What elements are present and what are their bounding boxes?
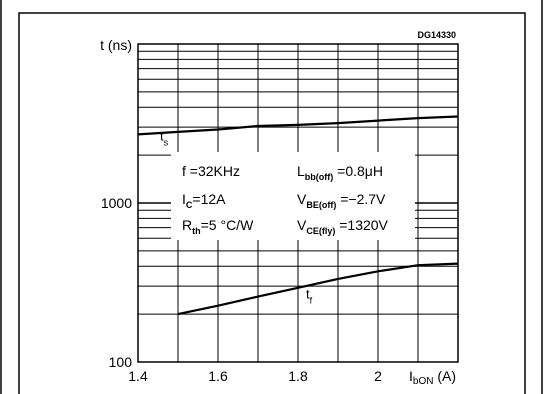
condition-text: VBE(off) =−2.7V (297, 191, 386, 210)
condition-text: Rth=5 °C/W (182, 217, 254, 236)
series-label-sub: s (164, 137, 169, 147)
conditions-box (171, 152, 415, 240)
condition-main: V (297, 217, 307, 233)
y-tick-label: 100 (109, 354, 133, 370)
condition-sub: CE(fly) (306, 226, 335, 236)
x-axis-title-unit: (A) (433, 368, 456, 384)
figure-box (18, 12, 526, 394)
condition-text: f =32KHz (182, 163, 240, 179)
plot-lines (137, 115, 459, 316)
series-label-main: t (160, 128, 164, 143)
condition-text: IC=12A (182, 191, 226, 210)
series-label-ts: ts (160, 128, 169, 147)
x-axis-title: IbON (A) (409, 368, 456, 387)
y-axis-title: t (ns) (100, 37, 132, 53)
condition-text: Lbb(off) =0.8μH (297, 163, 383, 182)
y-tick-label: 1000 (101, 195, 132, 211)
condition-sub: C (186, 200, 193, 210)
conditions-background (171, 152, 415, 240)
condition-sub: th (192, 226, 201, 236)
condition-main: f =32KHz (182, 163, 240, 179)
tick-labels: 1.4 1.6 1.8 2 100 1000 (101, 195, 382, 384)
condition-sub: BE(off) (306, 200, 336, 210)
figure-code: DG14330 (417, 30, 456, 40)
x-axis-title-sub: bON (413, 376, 434, 387)
condition-main: V (297, 191, 307, 207)
condition-value: =5 °C/W (201, 217, 254, 233)
series-label-sub: f (310, 296, 313, 306)
condition-main: L (297, 163, 305, 179)
condition-value: =1320V (335, 217, 388, 233)
condition-text: VCE(fly) =1320V (297, 217, 389, 236)
x-axis-title-main: I (409, 368, 413, 384)
x-tick-label: 1.6 (208, 368, 228, 384)
x-tick-label: 2 (374, 368, 382, 384)
series-label-main: t (306, 287, 310, 302)
condition-value: =12A (192, 191, 226, 207)
series-line-ts (137, 115, 459, 136)
plot-area (137, 43, 459, 363)
x-tick-label: 1.8 (288, 368, 308, 384)
condition-main: I (182, 191, 186, 207)
series-line-tf (177, 262, 459, 316)
condition-sub: bb(off) (305, 172, 333, 182)
condition-value: =−2.7V (336, 191, 386, 207)
series-label-tf: tf (306, 287, 313, 306)
condition-value: =0.8μH (333, 163, 383, 179)
condition-main: R (182, 217, 192, 233)
x-tick-label: 1.4 (128, 368, 148, 384)
